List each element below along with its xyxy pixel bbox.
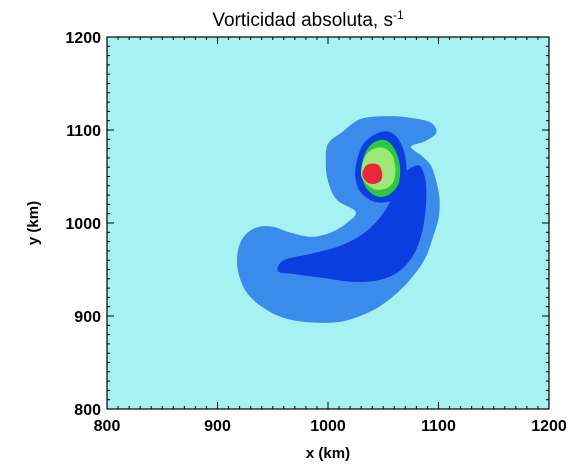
contour-level2-2: [277, 165, 427, 282]
y-tick-label: 1100: [66, 123, 101, 140]
chart-title-superscript: -1: [393, 8, 404, 22]
x-tick-label: 1000: [310, 418, 346, 435]
x-tick-label: 900: [204, 418, 231, 435]
contour-core-5: [362, 163, 383, 185]
chart-title-text: Vorticidad absoluta, s: [212, 10, 393, 31]
x-axis-label: x (km): [306, 445, 350, 462]
contour-layer: [237, 116, 440, 323]
y-tick-label: 1000: [65, 216, 101, 233]
y-axis-label: y (km): [25, 201, 42, 245]
x-tick-label: 1100: [421, 418, 456, 435]
y-tick-label: 900: [74, 309, 101, 326]
axis-ticks: [106, 36, 550, 410]
x-tick-label: 1200: [531, 418, 567, 435]
y-tick-label: 800: [74, 402, 101, 419]
x-tick-label: 800: [94, 418, 121, 435]
y-tick-labels: 800 900 1000 1100 1200: [65, 30, 101, 419]
plot-background: [107, 37, 549, 409]
chart-title: Vorticidad absoluta, s-1: [212, 8, 404, 31]
y-tick-label: 1200: [65, 30, 101, 47]
x-tick-labels: 800 900 1000 1100 1200: [94, 418, 567, 435]
